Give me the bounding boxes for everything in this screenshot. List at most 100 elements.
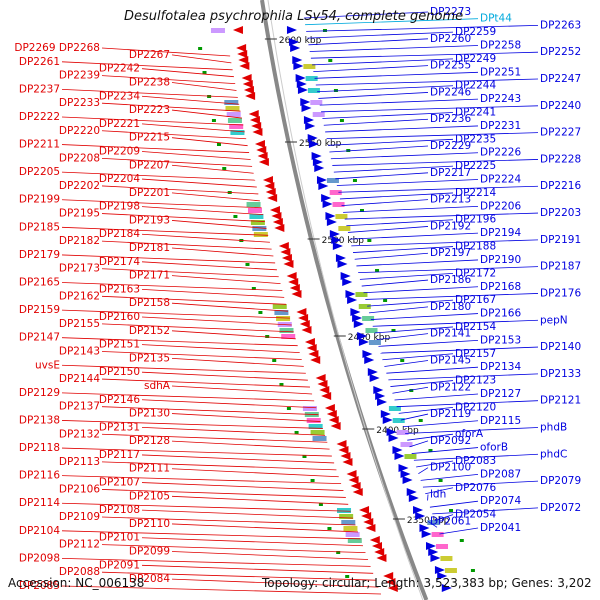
gene-label: DP2193 xyxy=(129,214,170,226)
leader-line xyxy=(141,316,292,326)
reverse-gene-arrow xyxy=(232,26,243,34)
leader-line xyxy=(141,482,344,491)
gene-label: DP2084 xyxy=(129,573,170,585)
forward-gene-arrow xyxy=(296,80,307,88)
gene-label: DP2184 xyxy=(99,228,140,240)
gene-label: pepN xyxy=(540,314,568,326)
leader-line xyxy=(171,109,242,119)
gene-label: DP2113 xyxy=(59,456,100,468)
forward-gene-arrow xyxy=(350,308,361,316)
leader-line xyxy=(312,58,454,66)
gene-label: DP2133 xyxy=(540,368,581,380)
reverse-gene-arrow xyxy=(269,206,280,214)
leader-line xyxy=(309,45,479,52)
gc-marker xyxy=(418,419,423,422)
leader-line xyxy=(101,433,328,443)
gene-label: DP2074 xyxy=(480,495,521,507)
feature-block xyxy=(365,328,378,333)
leader-line xyxy=(171,357,304,367)
gene-label: DP2100 xyxy=(430,462,471,474)
feature-block xyxy=(310,430,325,435)
leader-line xyxy=(405,427,539,434)
gc-marker xyxy=(294,431,299,434)
leader-line xyxy=(315,78,539,86)
reverse-gene-arrow xyxy=(272,218,283,226)
gc-marker xyxy=(202,71,207,74)
gene-label: DP2153 xyxy=(480,334,521,346)
leader-line xyxy=(411,447,479,454)
gene-label: DP2188 xyxy=(455,241,496,253)
reverse-gene-arrow xyxy=(271,212,282,220)
gc-marker xyxy=(375,269,380,272)
reverse-gene-arrow xyxy=(336,440,347,448)
forward-gene-arrow xyxy=(377,398,388,406)
forward-gene-arrow xyxy=(386,428,397,436)
feature-block xyxy=(326,178,339,183)
gene-label: DP2130 xyxy=(129,408,170,420)
gene-label: DP2154 xyxy=(455,321,496,333)
leader-line xyxy=(354,252,429,260)
leader-line xyxy=(330,152,479,160)
forward-gene-arrow xyxy=(342,278,353,286)
leader-line xyxy=(384,360,429,367)
gc-marker xyxy=(459,539,464,542)
leader-line xyxy=(141,344,300,353)
leader-line xyxy=(313,65,429,73)
gc-marker xyxy=(286,407,291,410)
reverse-gene-arrow xyxy=(352,488,363,496)
gc-marker xyxy=(233,215,238,218)
leader-line xyxy=(432,507,539,515)
feature-block xyxy=(345,532,360,537)
gene-label: DP2236 xyxy=(430,113,471,125)
gene-label: DP2140 xyxy=(540,341,581,353)
gene-label: DP2146 xyxy=(99,394,140,406)
gc-marker xyxy=(449,509,454,512)
feature-block xyxy=(226,112,241,117)
gc-marker xyxy=(222,167,227,170)
gene-label: DP2128 xyxy=(129,435,170,447)
leader-line xyxy=(310,51,539,59)
gc-marker xyxy=(318,503,323,506)
leader-line xyxy=(418,467,429,475)
feature-block xyxy=(305,76,318,81)
leader-line xyxy=(101,130,247,140)
gene-label: DP2263 xyxy=(540,19,581,31)
forward-gene-arrow xyxy=(369,374,380,382)
forward-gene-arrow xyxy=(367,368,378,376)
gene-label: DP2115 xyxy=(480,415,521,427)
leader-line xyxy=(101,571,376,581)
leader-line xyxy=(61,282,283,291)
leader-line xyxy=(374,326,454,334)
leader-line xyxy=(382,353,454,361)
gene-label: DP2141 xyxy=(430,328,471,340)
leader-line xyxy=(319,98,479,106)
reverse-gene-arrow xyxy=(249,116,260,124)
forward-gene-arrow xyxy=(295,74,306,82)
gene-label: DP2118 xyxy=(19,442,60,454)
leader-line xyxy=(409,440,429,448)
reverse-gene-arrow xyxy=(340,452,351,460)
gene-label: DP2211 xyxy=(19,139,60,151)
leader-line xyxy=(101,185,259,195)
leader-line xyxy=(326,132,539,140)
forward-gene-arrow xyxy=(358,338,369,346)
gc-marker xyxy=(327,527,332,530)
leader-line xyxy=(325,125,479,133)
leader-line xyxy=(314,71,479,79)
leader-line xyxy=(171,164,254,174)
leader-line xyxy=(171,82,237,91)
reverse-gene-arrow xyxy=(361,512,372,520)
feature-block xyxy=(227,118,242,123)
genome-title: Desulfotalea psychrophila LSv54, complet… xyxy=(124,9,464,24)
forward-gene-arrow xyxy=(321,194,332,202)
reverse-gene-arrow xyxy=(359,506,370,514)
reverse-gene-arrow xyxy=(374,548,385,556)
feature-block xyxy=(347,538,362,543)
leader-line xyxy=(400,413,429,421)
gene-label: DP2131 xyxy=(99,421,140,433)
reverse-gene-arrow xyxy=(310,356,321,364)
leader-line xyxy=(61,254,276,264)
feature-block xyxy=(230,130,245,135)
gene-label: DP2221 xyxy=(99,118,140,130)
